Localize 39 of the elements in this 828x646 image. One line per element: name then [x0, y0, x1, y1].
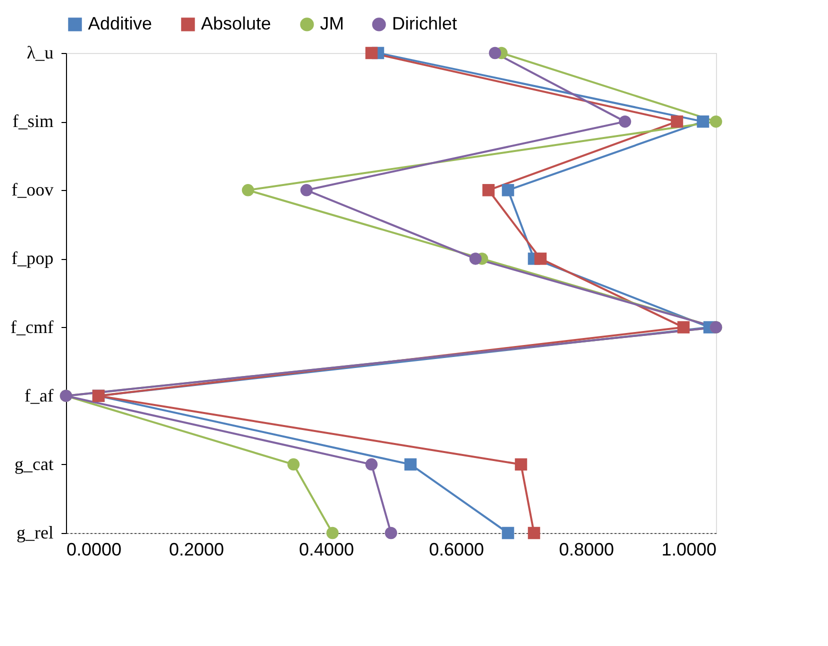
x-tick-label: 0.6000	[428, 540, 484, 560]
point	[670, 115, 684, 128]
point	[287, 458, 300, 471]
point	[514, 458, 528, 471]
point	[488, 46, 502, 60]
point	[365, 458, 378, 471]
point	[696, 115, 710, 128]
point	[710, 115, 722, 128]
point	[365, 46, 378, 60]
point	[677, 321, 690, 334]
x-tick-label: 0.8000	[558, 540, 614, 560]
point	[326, 526, 339, 540]
y-tick-label: f_oov	[12, 180, 54, 200]
x-tick-label: 0.2000	[168, 540, 224, 560]
y-tick-label: f_af	[24, 385, 54, 406]
point	[502, 526, 514, 540]
point	[404, 458, 417, 471]
point	[384, 526, 398, 540]
legend-label: Additive	[88, 13, 152, 34]
x-tick-label: 0.0000	[66, 540, 122, 560]
point	[469, 252, 482, 265]
y-tick-label: g_cat	[14, 454, 54, 474]
y-tick-label: g_rel	[16, 522, 54, 542]
y-tick-label: f_cmf	[10, 316, 54, 337]
point	[482, 184, 495, 196]
point	[528, 526, 540, 540]
point	[618, 115, 632, 128]
legend-label: Absolute	[201, 13, 272, 34]
point	[534, 252, 547, 265]
y-tick-label: f_pop	[12, 248, 54, 268]
legend-label: JM	[320, 13, 344, 34]
y-tick-label: f_sim	[12, 111, 54, 132]
y-tick-label: λ_u	[26, 42, 54, 62]
x-tick-label: 0.4000	[298, 540, 354, 560]
point	[300, 184, 313, 196]
point	[242, 184, 254, 196]
legend-label: Dirichlet	[392, 13, 458, 34]
x-tick-label: 1.0000	[661, 540, 716, 560]
point	[502, 184, 514, 196]
